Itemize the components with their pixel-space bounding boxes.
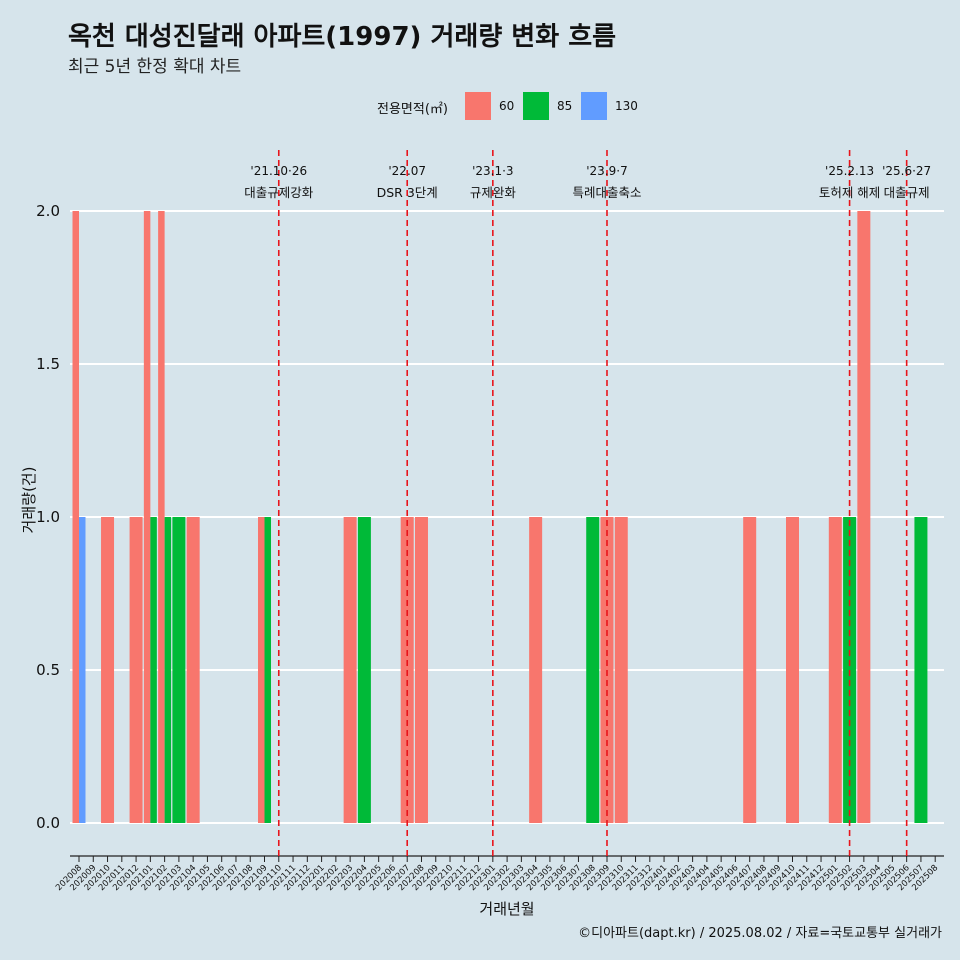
event-label-3: 특례대출축소 — [572, 185, 641, 200]
y-tick-label-3: 1.5 — [36, 355, 60, 373]
bar-85-202102 — [164, 517, 172, 823]
event-date-0: '21.10·26 — [250, 164, 307, 178]
bar-85-202308 — [586, 517, 600, 823]
event-label-5: 대출규제 — [884, 185, 930, 200]
y-tick-label-2: 1.0 — [36, 508, 60, 526]
y-axis-title: 거래량(건) — [20, 467, 38, 534]
bar-60-202109 — [258, 517, 265, 823]
chart-title: 옥천 대성진달래 아파트(1997) 거래량 변화 흐름 — [68, 22, 617, 52]
bar-60-202102 — [158, 211, 165, 823]
bar-85-202109 — [264, 517, 272, 823]
bar-60-202008 — [72, 211, 79, 823]
legend-swatch-60 — [465, 92, 491, 120]
bar-60-202203 — [343, 517, 357, 823]
event-date-1: '22.07 — [388, 164, 426, 178]
legend-label-130: 130 — [615, 99, 638, 113]
y-tick-label-1: 0.5 — [36, 661, 60, 679]
x-axis-title: 거래년월 — [479, 900, 534, 918]
y-tick-label-4: 2.0 — [36, 202, 60, 220]
bar-60-202104 — [186, 517, 200, 823]
legend-label-60: 60 — [499, 99, 515, 113]
event-date-2: '23.1·3 — [472, 164, 513, 178]
bar-85-202507 — [914, 517, 928, 823]
bar-85-202103 — [172, 517, 186, 823]
bar-60-202310 — [614, 517, 628, 823]
event-label-1: DSR 3단계 — [377, 185, 438, 200]
legend-title: 전용면적(㎡) — [377, 102, 448, 117]
event-label-4: 토허제 해제 — [819, 185, 880, 200]
event-label-0: 대출규제강화 — [244, 185, 314, 200]
bar-60-202501 — [828, 517, 842, 823]
bar-130-202008 — [79, 517, 86, 823]
caption: ©디아파트(dapt.kr) / 2025.08.02 / 자료=국토교통부 실… — [578, 926, 942, 941]
event-date-4: '25.2.13 — [825, 164, 874, 178]
bar-60-202304 — [529, 517, 543, 823]
bar-60-202503 — [857, 211, 871, 823]
bar-60-202410 — [786, 517, 799, 823]
bar-85-202204 — [357, 517, 371, 823]
legend: 전용면적(㎡) 60 85 130 — [0, 92, 960, 120]
bar-60-202010 — [101, 517, 115, 823]
event-date-5: '25.6·27 — [882, 164, 931, 178]
bar-60-202407 — [743, 517, 757, 823]
bar-60-202101 — [143, 211, 151, 823]
legend-swatch-130 — [581, 92, 607, 120]
legend-swatch-85 — [523, 92, 549, 120]
chart-subtitle: 최근 5년 한정 확대 차트 — [68, 57, 242, 77]
y-tick-label-0: 0.0 — [36, 814, 60, 832]
bar-85-202101 — [150, 517, 157, 823]
bar-60-202208 — [414, 517, 428, 823]
event-date-3: '23.9·7 — [586, 164, 627, 178]
event-label-2: 규제완화 — [470, 185, 517, 200]
legend-label-85: 85 — [557, 99, 573, 113]
bar-60-202012 — [129, 517, 143, 823]
